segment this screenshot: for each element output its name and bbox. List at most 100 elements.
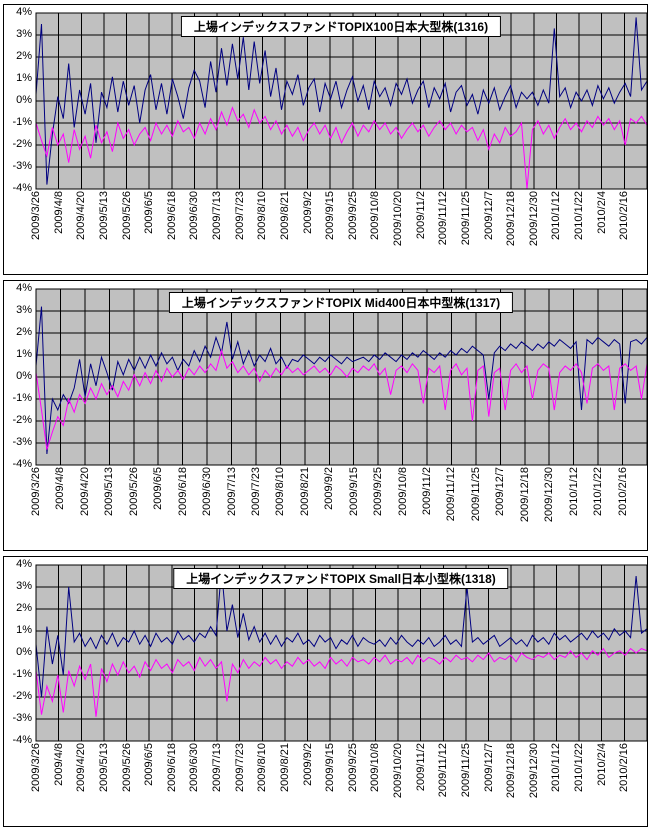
- x-axis-label: 2010/1/12: [550, 743, 563, 792]
- x-axis-label: 2009/10/20: [392, 191, 405, 247]
- x-axis-label: 2009/11/12: [437, 191, 450, 246]
- x-axis-label: 2009/4/20: [75, 743, 88, 792]
- x-axis-label: 2009/12/18: [505, 191, 518, 247]
- y-axis-label: -4%: [12, 182, 32, 194]
- y-axis-label: 4%: [16, 558, 32, 570]
- y-axis-label: 1%: [16, 72, 32, 84]
- x-axis-label: 2010/1/12: [550, 191, 563, 240]
- chart-panel-topix100-1316: 4% 3% 2% 1% 0% -1% -2% -3% -4% 上場インデックスフ…: [3, 4, 648, 275]
- x-axis-label: 2009/11/12: [445, 467, 458, 522]
- x-axis-label: 2009/12/30: [527, 743, 540, 799]
- x-axis-label: 2009/7/23: [249, 467, 262, 516]
- chart-plot: [35, 564, 647, 742]
- x-axis-label: 2009/10/8: [369, 191, 382, 240]
- x-axis-label: 2009/3/26: [30, 191, 42, 240]
- chart-title: 上場インデックスファンドTOPIX Small日本小型株(1318): [173, 568, 509, 589]
- y-axis-label: 0%: [16, 94, 32, 106]
- x-axis-label: 2009/5/26: [120, 743, 133, 792]
- navy-series: [35, 306, 647, 455]
- x-axis-label: 2009/11/2: [414, 743, 427, 792]
- x-axis-label: 2009/7/13: [211, 191, 224, 240]
- x-axis-label: 2009/8/21: [278, 191, 291, 240]
- x-axis-label: 2010/2/4: [595, 191, 608, 234]
- y-axis-label: 4%: [16, 282, 32, 294]
- x-axis-label: 2009/12/18: [518, 467, 531, 523]
- x-axis-label: 2009/11/25: [469, 467, 482, 522]
- x-axis-label: 2010/1/12: [567, 467, 580, 516]
- x-axis-label: 2010/2/4: [595, 743, 608, 786]
- x-axis-label: 2009/9/25: [346, 191, 359, 240]
- x-axis-label: 2010/1/22: [573, 191, 586, 240]
- navy-series: [35, 17, 647, 185]
- x-axis-label: 2009/9/25: [372, 467, 385, 516]
- x-axis-label: 2009/9/2: [301, 191, 314, 234]
- x-axis-label: 2009/11/25: [459, 191, 472, 246]
- x-axis-label: 2010/2/16: [616, 467, 629, 516]
- x-axis-label: 2009/5/13: [97, 743, 110, 792]
- x-axis-label: 2009/3/26: [30, 743, 42, 792]
- x-axis-label: 2009/12/30: [543, 467, 556, 523]
- x-axis-label: 2009/9/15: [347, 467, 360, 516]
- x-axis-label: 2009/12/7: [494, 467, 507, 516]
- chart-plot: [35, 288, 647, 466]
- y-axis-label: 3%: [16, 28, 32, 40]
- y-axis-label: 3%: [16, 580, 32, 592]
- x-axis-label: 2009/6/5: [152, 467, 165, 510]
- x-axis-label: 2009/10/8: [396, 467, 409, 516]
- x-axis-label: 2010/2/16: [618, 743, 631, 792]
- y-axis-label: -2%: [12, 414, 32, 426]
- x-axis-label: 2009/6/30: [188, 743, 201, 792]
- x-axis-label: 2009/9/15: [324, 191, 337, 240]
- x-axis-label: 2009/10/20: [392, 743, 405, 799]
- y-axis-label: 1%: [16, 348, 32, 360]
- x-axis-label: 2009/12/18: [505, 743, 518, 799]
- y-axis-label: 0%: [16, 646, 32, 658]
- y-axis-label: -3%: [12, 436, 32, 448]
- x-axis-label: 2009/6/18: [165, 743, 178, 792]
- x-axis-label: 2009/9/25: [346, 743, 359, 792]
- x-axis-label: 2009/4/20: [78, 467, 91, 516]
- x-axis-label: 2009/4/8: [52, 743, 65, 786]
- x-axis-label: 2009/11/2: [421, 467, 434, 516]
- chart-panel-topix-small-1318: 4% 3% 2% 1% 0% -1% -2% -3% -4% 上場インデックスフ…: [3, 556, 648, 827]
- x-axis-label: 2009/8/21: [298, 467, 311, 516]
- y-axis-label: -1%: [12, 392, 32, 404]
- x-axis-label: 2009/12/7: [482, 191, 495, 240]
- y-axis-label: -1%: [12, 116, 32, 128]
- x-axis-label: 2009/11/2: [414, 191, 427, 240]
- x-axis-label: 2010/2/16: [618, 191, 631, 240]
- y-axis-label: -4%: [12, 458, 32, 470]
- x-axis-label: 2009/6/30: [201, 467, 214, 516]
- x-axis-label: 2009/11/12: [437, 743, 450, 798]
- x-axis-label: 2009/7/23: [233, 743, 246, 792]
- x-axis-label: 2009/5/26: [127, 467, 140, 516]
- x-axis-label: 2009/6/18: [176, 467, 189, 516]
- y-axis-label: 4%: [16, 6, 32, 18]
- x-axis-label: 2009/7/13: [225, 467, 238, 516]
- magenta-series: [35, 106, 647, 190]
- chart-title: 上場インデックスファンドTOPIX Mid400日本中型株(1317): [168, 292, 514, 313]
- x-axis-label: 2009/4/20: [75, 191, 88, 240]
- y-axis-label: 1%: [16, 624, 32, 636]
- x-axis-label: 2009/8/10: [256, 743, 269, 792]
- magenta-series: [35, 348, 647, 450]
- y-axis-label: -1%: [12, 668, 32, 680]
- y-axis-label: 2%: [16, 50, 32, 62]
- x-axis-label: 2010/1/22: [592, 467, 605, 516]
- x-axis-label: 2009/5/13: [97, 191, 110, 240]
- y-axis-label: -3%: [12, 712, 32, 724]
- x-axis-label: 2009/9/2: [301, 743, 314, 786]
- y-axis-label: -4%: [12, 734, 32, 746]
- y-axis-label: 3%: [16, 304, 32, 316]
- x-axis-label: 2009/5/26: [120, 191, 133, 240]
- y-axis-label: -3%: [12, 160, 32, 172]
- x-axis-label: 2009/4/8: [52, 191, 65, 234]
- x-axis-label: 2009/8/10: [274, 467, 287, 516]
- x-axis-label: 2009/10/8: [369, 743, 382, 792]
- y-axis-label: 0%: [16, 370, 32, 382]
- x-axis-label: 2009/11/25: [459, 743, 472, 798]
- x-axis-label: 2009/6/5: [143, 743, 156, 786]
- x-axis-label: 2009/6/5: [143, 191, 156, 234]
- x-axis-label: 2009/6/30: [188, 191, 201, 240]
- y-axis-label: 2%: [16, 602, 32, 614]
